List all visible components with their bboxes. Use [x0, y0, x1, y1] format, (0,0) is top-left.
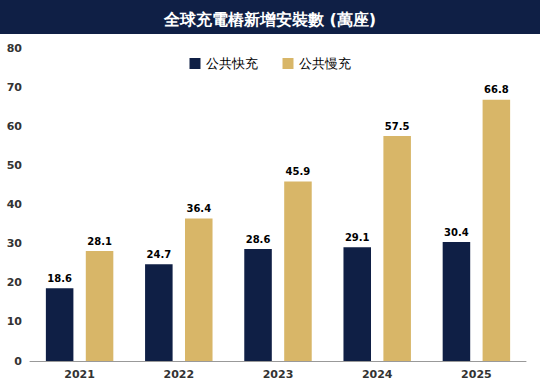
svg-text:28.6: 28.6	[246, 234, 271, 245]
svg-text:2021: 2021	[64, 368, 95, 381]
svg-text:45.9: 45.9	[286, 166, 311, 177]
svg-text:40: 40	[7, 198, 23, 211]
svg-text:70: 70	[7, 81, 23, 94]
svg-text:80: 80	[7, 42, 23, 55]
svg-text:2023: 2023	[263, 368, 294, 381]
svg-text:30.4: 30.4	[444, 227, 469, 238]
svg-text:60: 60	[7, 120, 23, 133]
svg-text:50: 50	[7, 159, 23, 172]
svg-text:57.5: 57.5	[385, 121, 410, 132]
svg-text:公共快充: 公共快充	[206, 56, 258, 71]
svg-text:30: 30	[7, 237, 23, 250]
svg-text:0: 0	[14, 355, 22, 368]
svg-text:10: 10	[7, 315, 23, 328]
svg-text:36.4: 36.4	[186, 203, 211, 214]
svg-text:公共慢充: 公共慢充	[299, 56, 351, 71]
svg-text:2024: 2024	[362, 368, 393, 381]
svg-text:18.6: 18.6	[47, 273, 72, 284]
svg-text:28.1: 28.1	[87, 236, 112, 247]
svg-text:2025: 2025	[461, 368, 492, 381]
svg-text:66.8: 66.8	[484, 84, 509, 95]
svg-text:24.7: 24.7	[146, 249, 171, 260]
svg-text:20: 20	[7, 276, 23, 289]
svg-text:全球充電樁新增安裝數 (萬座): 全球充電樁新增安裝數 (萬座)	[163, 10, 376, 29]
svg-text:29.1: 29.1	[345, 232, 370, 243]
svg-text:2022: 2022	[163, 368, 194, 381]
